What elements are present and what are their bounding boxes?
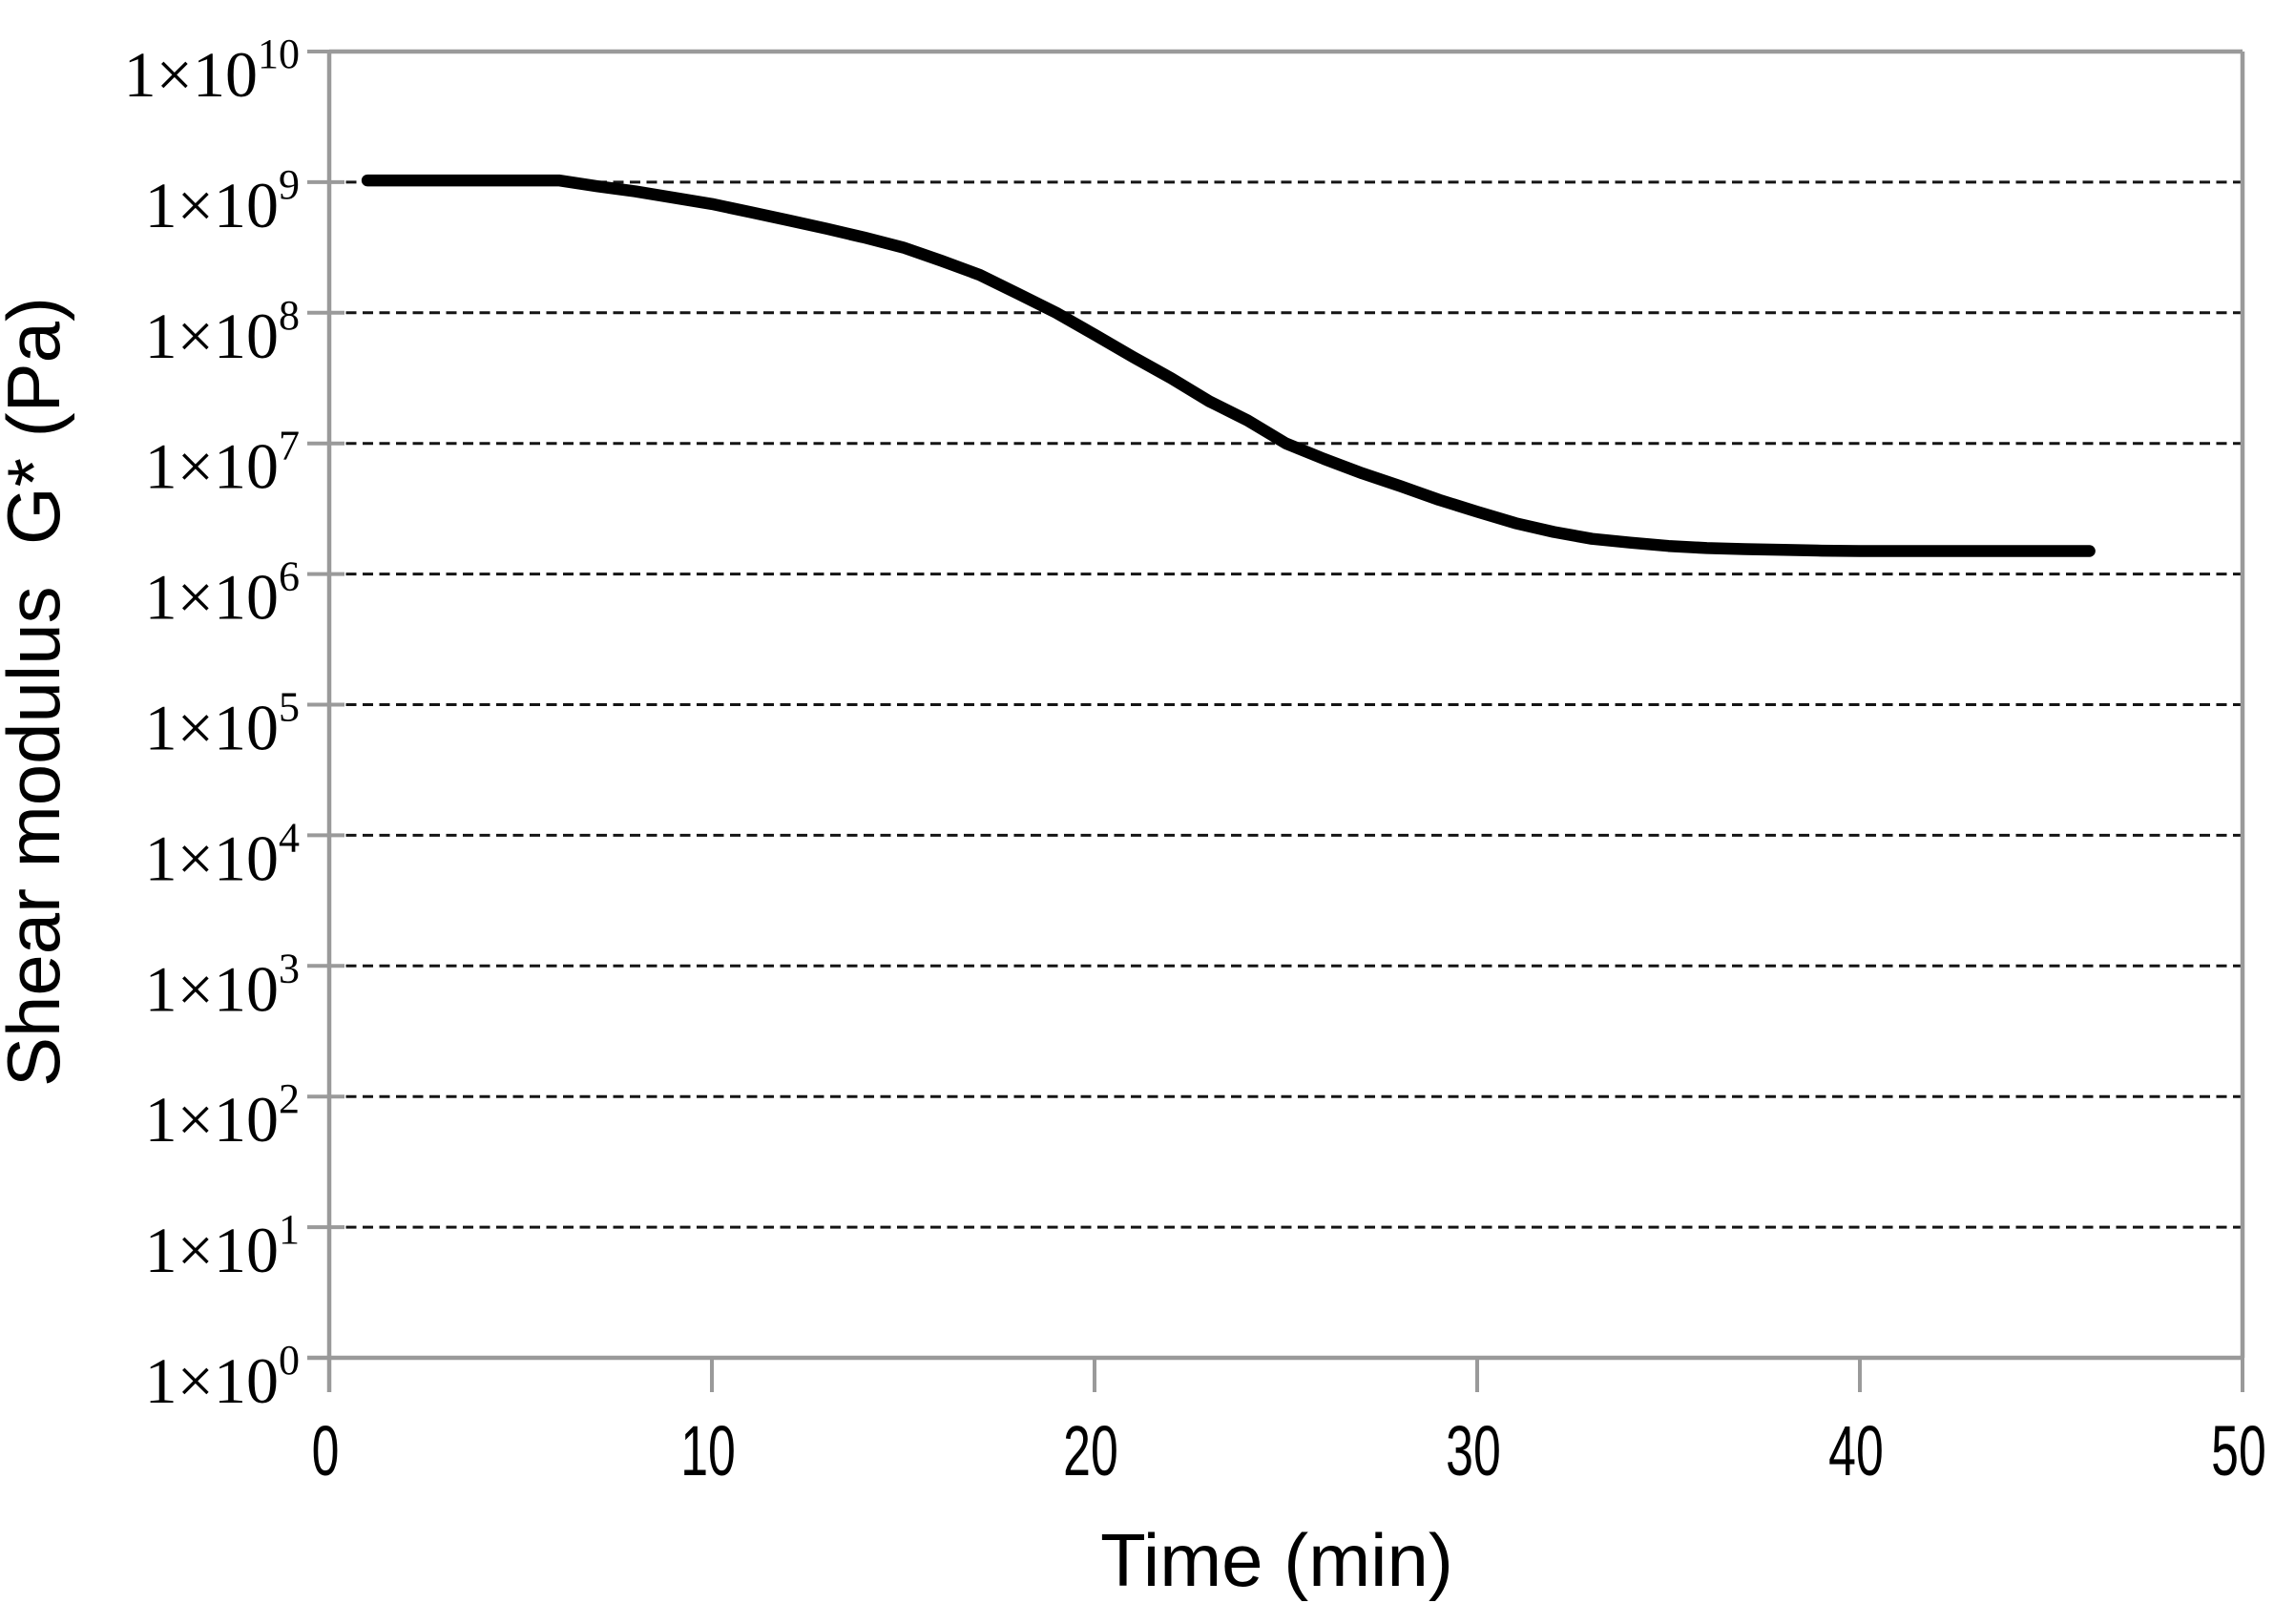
y-tick-label-1e2: 1×102 <box>145 1075 300 1156</box>
y-tick-label-1e0: 1×100 <box>145 1337 300 1417</box>
y-tick-label-1e5: 1×105 <box>145 684 300 764</box>
y-tick-label-1e9: 1×109 <box>145 161 300 241</box>
x-tick-labels: 0 10 20 30 40 50 <box>312 1411 2266 1490</box>
x-tick-label-40: 40 <box>1828 1411 1884 1490</box>
x-axis-title: Time (min) <box>1100 1518 1453 1602</box>
y-tick-label-1e10: 1×1010 <box>124 31 300 111</box>
y-tick-label-1e1: 1×101 <box>145 1206 300 1286</box>
y-tick-label-1e3: 1×103 <box>145 945 300 1025</box>
x-tick-label-50: 50 <box>2211 1411 2266 1490</box>
x-tick-label-20: 20 <box>1063 1411 1118 1490</box>
y-axis-title: Shear modulus G* (Pa) <box>0 297 75 1087</box>
y-tick-label-1e7: 1×107 <box>145 423 300 503</box>
modulus-curve <box>361 174 2096 557</box>
x-tick-label-0: 0 <box>312 1411 340 1490</box>
y-tick-label-1e4: 1×104 <box>145 814 300 894</box>
y-tick-label-1e8: 1×108 <box>145 292 300 372</box>
y-tick-label-1e6: 1×106 <box>145 553 300 634</box>
x-tick-label-10: 10 <box>680 1411 736 1490</box>
x-tick-label-30: 30 <box>1446 1411 1501 1490</box>
